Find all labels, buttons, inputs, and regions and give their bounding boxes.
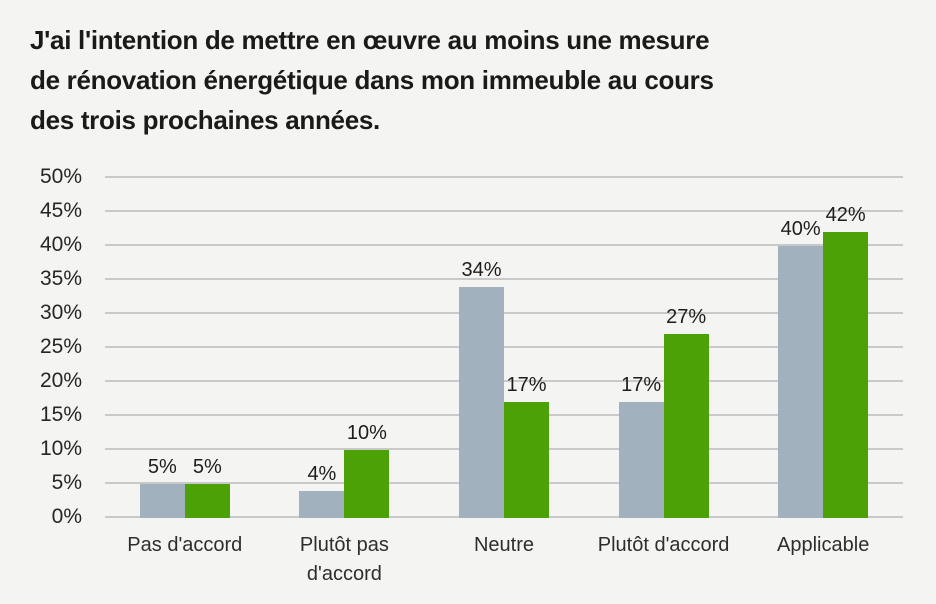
y-gridline	[105, 346, 903, 348]
y-gridline	[105, 244, 903, 246]
bar-series-gray	[139, 484, 185, 518]
y-gridline	[105, 278, 903, 280]
chart-title-line: J'ai l'intention de mettre en œuvre au m…	[30, 25, 710, 55]
y-axis-tick-label: 40%	[39, 233, 82, 256]
bar-value-label: 5%	[192, 456, 222, 478]
chart-title: J'ai l'intention de mettre en œuvre au m…	[30, 20, 714, 140]
y-gridline	[105, 380, 903, 382]
x-axis-category-label: Plutôt pas d'accord	[299, 534, 389, 585]
y-axis-tick-label: 50%	[39, 165, 82, 188]
y-gridline	[105, 312, 903, 314]
y-axis-tick-label: 45%	[39, 199, 82, 222]
y-axis-tick-label: 15%	[39, 403, 82, 426]
y-axis-tick-label: 25%	[39, 335, 82, 358]
bar-value-label: 40%	[780, 218, 821, 240]
bar-series-green	[663, 334, 709, 518]
chart-title-line: des trois prochaines années.	[30, 105, 380, 135]
x-axis-category-label: Plutôt d'accord	[597, 534, 730, 556]
bar-value-label: 27%	[666, 306, 707, 329]
bar-value-label: 10%	[346, 422, 387, 444]
bar-value-label: 17%	[621, 374, 662, 397]
bar-series-green	[184, 484, 230, 518]
y-axis-tick-label: 35%	[39, 267, 82, 290]
bar-series-gray	[459, 286, 504, 518]
bar-series-gray	[299, 490, 345, 518]
bar-value-label: 5%	[147, 456, 177, 478]
bar-series-green	[504, 402, 549, 518]
bar-value-label: 34%	[461, 258, 502, 281]
x-axis-category-label: Pas d'accord	[127, 534, 243, 556]
bar-value-label: 17%	[506, 374, 547, 397]
y-axis-tick-label: 20%	[39, 369, 82, 392]
x-axis-category-label: Neutre	[473, 534, 534, 556]
x-axis-category-label: Applicable	[777, 534, 870, 556]
bar-series-gray	[778, 246, 824, 518]
y-axis-tick-label: 5%	[51, 471, 82, 494]
chart-title-line: de rénovation énergétique dans mon immeu…	[30, 65, 714, 95]
bar-series-gray	[618, 402, 664, 518]
y-axis-tick-label: 0%	[51, 505, 82, 528]
bar-value-label: 42%	[825, 204, 866, 227]
bar-series-green	[344, 450, 390, 518]
y-axis-tick-label: 30%	[39, 301, 82, 324]
y-gridline	[105, 176, 903, 178]
y-axis-tick-label: 10%	[39, 437, 82, 460]
y-gridline	[105, 210, 903, 212]
bar-series-green	[823, 232, 869, 518]
bar-value-label: 4%	[307, 462, 337, 485]
